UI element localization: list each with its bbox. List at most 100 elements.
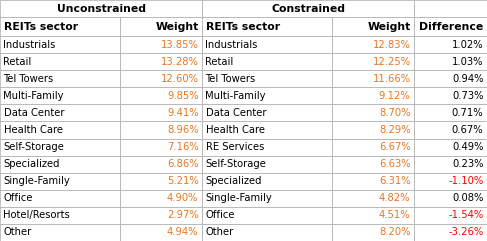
Bar bbox=[202, 156, 332, 173]
Bar bbox=[202, 207, 332, 224]
Text: Other: Other bbox=[3, 228, 32, 237]
Text: RE Services: RE Services bbox=[206, 142, 264, 152]
Text: Office: Office bbox=[3, 193, 33, 203]
Bar bbox=[202, 224, 332, 241]
Text: REITs sector: REITs sector bbox=[3, 21, 77, 32]
Bar bbox=[414, 156, 487, 173]
Bar bbox=[0, 224, 120, 241]
Text: 13.28%: 13.28% bbox=[161, 57, 199, 67]
Text: 0.71%: 0.71% bbox=[452, 108, 484, 118]
Bar bbox=[120, 190, 202, 207]
Text: 12.25%: 12.25% bbox=[373, 57, 411, 67]
Text: REITs sector: REITs sector bbox=[206, 21, 280, 32]
Text: 8.29%: 8.29% bbox=[379, 125, 411, 135]
Bar bbox=[202, 87, 332, 104]
Text: 13.85%: 13.85% bbox=[161, 40, 199, 50]
Bar bbox=[0, 156, 120, 173]
Text: Other: Other bbox=[206, 228, 234, 237]
Bar bbox=[202, 36, 332, 53]
Bar bbox=[332, 190, 414, 207]
Bar bbox=[0, 207, 120, 224]
Bar bbox=[202, 190, 332, 207]
Bar bbox=[0, 121, 120, 139]
Bar bbox=[120, 36, 202, 53]
Text: 12.83%: 12.83% bbox=[373, 40, 411, 50]
Bar bbox=[202, 0, 414, 17]
Text: 0.49%: 0.49% bbox=[452, 142, 484, 152]
Bar bbox=[0, 17, 120, 36]
Bar bbox=[332, 173, 414, 190]
Text: Weight: Weight bbox=[155, 21, 199, 32]
Text: 11.66%: 11.66% bbox=[373, 74, 411, 84]
Text: 1.03%: 1.03% bbox=[452, 57, 484, 67]
Bar bbox=[120, 87, 202, 104]
Bar bbox=[202, 53, 332, 70]
Text: 9.85%: 9.85% bbox=[167, 91, 199, 101]
Bar bbox=[414, 104, 487, 121]
Text: 12.60%: 12.60% bbox=[161, 74, 199, 84]
Text: -3.26%: -3.26% bbox=[448, 228, 484, 237]
Bar bbox=[414, 190, 487, 207]
Text: Specialized: Specialized bbox=[3, 159, 60, 169]
Text: Single-Family: Single-Family bbox=[206, 193, 272, 203]
Text: 2.97%: 2.97% bbox=[167, 210, 199, 220]
Text: Tel Towers: Tel Towers bbox=[206, 74, 256, 84]
Text: 6.67%: 6.67% bbox=[379, 142, 411, 152]
Text: 9.12%: 9.12% bbox=[379, 91, 411, 101]
Text: Data Center: Data Center bbox=[206, 108, 266, 118]
Bar bbox=[120, 121, 202, 139]
Text: Constrained: Constrained bbox=[271, 4, 345, 13]
Text: 4.94%: 4.94% bbox=[167, 228, 199, 237]
Bar bbox=[414, 121, 487, 139]
Bar bbox=[332, 156, 414, 173]
Text: 6.86%: 6.86% bbox=[167, 159, 199, 169]
Bar bbox=[120, 173, 202, 190]
Bar bbox=[414, 173, 487, 190]
Bar bbox=[332, 121, 414, 139]
Text: Industrials: Industrials bbox=[206, 40, 258, 50]
Bar bbox=[414, 53, 487, 70]
Text: -1.54%: -1.54% bbox=[448, 210, 484, 220]
Bar bbox=[0, 104, 120, 121]
Bar bbox=[414, 36, 487, 53]
Text: 5.21%: 5.21% bbox=[167, 176, 199, 186]
Text: 0.67%: 0.67% bbox=[452, 125, 484, 135]
Bar bbox=[332, 87, 414, 104]
Bar bbox=[120, 70, 202, 87]
Bar bbox=[202, 104, 332, 121]
Bar bbox=[0, 87, 120, 104]
Text: Health Care: Health Care bbox=[3, 125, 62, 135]
Bar bbox=[202, 70, 332, 87]
Text: Unconstrained: Unconstrained bbox=[56, 4, 146, 13]
Bar bbox=[414, 139, 487, 156]
Text: 1.02%: 1.02% bbox=[452, 40, 484, 50]
Bar bbox=[0, 190, 120, 207]
Bar bbox=[0, 173, 120, 190]
Text: 0.94%: 0.94% bbox=[452, 74, 484, 84]
Bar bbox=[414, 0, 487, 17]
Text: Specialized: Specialized bbox=[206, 176, 262, 186]
Text: Tel Towers: Tel Towers bbox=[3, 74, 54, 84]
Bar bbox=[414, 87, 487, 104]
Bar bbox=[202, 121, 332, 139]
Text: 9.41%: 9.41% bbox=[167, 108, 199, 118]
Text: Data Center: Data Center bbox=[3, 108, 64, 118]
Bar bbox=[332, 224, 414, 241]
Text: Retail: Retail bbox=[206, 57, 234, 67]
Text: 0.23%: 0.23% bbox=[452, 159, 484, 169]
Text: Difference: Difference bbox=[419, 21, 484, 32]
Bar bbox=[0, 36, 120, 53]
Bar bbox=[120, 224, 202, 241]
Text: 8.70%: 8.70% bbox=[379, 108, 411, 118]
Text: 0.73%: 0.73% bbox=[452, 91, 484, 101]
Bar bbox=[0, 53, 120, 70]
Text: Weight: Weight bbox=[367, 21, 411, 32]
Bar bbox=[202, 173, 332, 190]
Text: 8.96%: 8.96% bbox=[167, 125, 199, 135]
Bar bbox=[332, 53, 414, 70]
Bar bbox=[120, 139, 202, 156]
Bar bbox=[120, 104, 202, 121]
Bar bbox=[202, 139, 332, 156]
Text: 6.31%: 6.31% bbox=[379, 176, 411, 186]
Bar bbox=[332, 17, 414, 36]
